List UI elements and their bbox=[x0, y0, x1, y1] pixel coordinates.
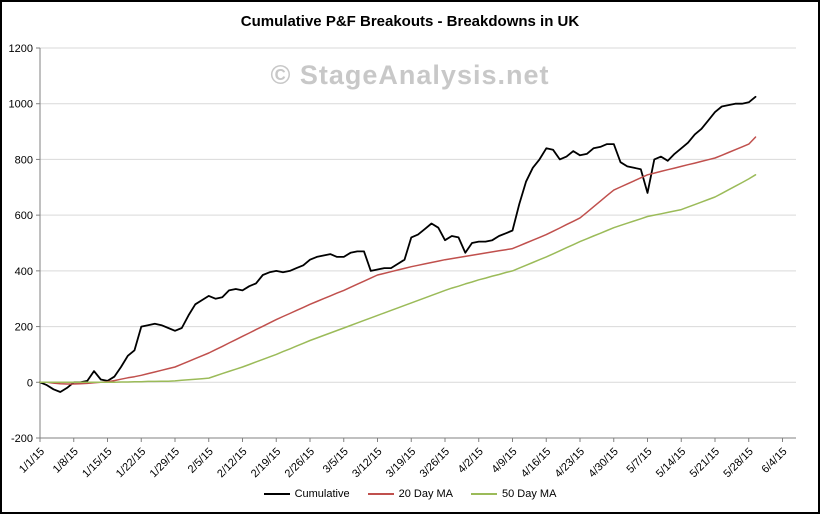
x-tick-label: 1/29/15 bbox=[148, 446, 182, 480]
legend-line-swatch-50-day-ma bbox=[471, 493, 498, 495]
x-tick-label: 5/7/15 bbox=[625, 446, 655, 476]
y-tick-label: 1000 bbox=[9, 99, 33, 111]
legend-item-cumulative: Cumulative bbox=[263, 488, 350, 500]
x-tick-label: 3/12/15 bbox=[350, 446, 384, 480]
x-tick-label: 1/15/15 bbox=[80, 446, 114, 480]
y-tick-label: 800 bbox=[15, 154, 33, 166]
legend-label-cumulative: Cumulative bbox=[294, 488, 350, 500]
legend-label-50-day-ma: 50 Day MA bbox=[502, 488, 557, 500]
legend-line-swatch-20-day-ma bbox=[367, 493, 394, 495]
x-tick-label: 1/1/15 bbox=[17, 446, 47, 476]
x-tick-label: 6/4/15 bbox=[760, 446, 790, 476]
x-tick-label: 3/19/15 bbox=[384, 446, 418, 480]
legend-label-20-day-ma: 20 Day MA bbox=[398, 488, 454, 500]
x-tick-label: 4/30/15 bbox=[586, 446, 620, 480]
y-tick-label: 0 bbox=[27, 377, 33, 389]
x-tick-label: 4/16/15 bbox=[519, 446, 553, 480]
series-line-20-day-ma bbox=[39, 136, 757, 385]
x-tick-label: 2/5/15 bbox=[186, 446, 216, 476]
y-tick-label: -200 bbox=[11, 433, 33, 445]
x-tick-label: 5/14/15 bbox=[654, 446, 688, 480]
y-tick-label: 400 bbox=[15, 266, 33, 278]
y-tick-label: 1200 bbox=[9, 43, 33, 55]
series-line-cumulative bbox=[39, 95, 757, 393]
chart-title: Cumulative P&F Breakouts - Breakdowns in… bbox=[240, 13, 580, 30]
chart-legend: Cumulative 20 Day MA 50 Day MA bbox=[2, 488, 818, 500]
watermark: © StageAnalysis.net bbox=[270, 60, 550, 90]
x-tick-label: 4/9/15 bbox=[490, 446, 520, 476]
x-tick-label: 3/26/15 bbox=[418, 446, 452, 480]
x-tick-label: 2/12/15 bbox=[215, 446, 249, 480]
x-tick-label: 5/21/15 bbox=[688, 446, 722, 480]
x-tick-label: 3/5/15 bbox=[321, 446, 351, 476]
legend-item-20-day-ma: 20 Day MA bbox=[367, 488, 454, 500]
x-tick-label: 4/2/15 bbox=[456, 446, 486, 476]
y-tick-label: 600 bbox=[15, 210, 33, 222]
legend-item-50-day-ma: 50 Day MA bbox=[471, 488, 556, 500]
x-tick-label: 5/28/15 bbox=[721, 446, 755, 480]
y-tick-label: 200 bbox=[15, 322, 33, 334]
x-tick-label: 1/8/15 bbox=[51, 446, 81, 476]
x-tick-label: 2/26/15 bbox=[283, 446, 317, 480]
legend-line-swatch-cumulative bbox=[263, 493, 290, 495]
series-line-50-day-ma bbox=[39, 174, 757, 384]
x-tick-label: 4/23/15 bbox=[553, 446, 587, 480]
x-tick-label: 2/19/15 bbox=[249, 446, 283, 480]
x-tick-label: 1/22/15 bbox=[114, 446, 148, 480]
